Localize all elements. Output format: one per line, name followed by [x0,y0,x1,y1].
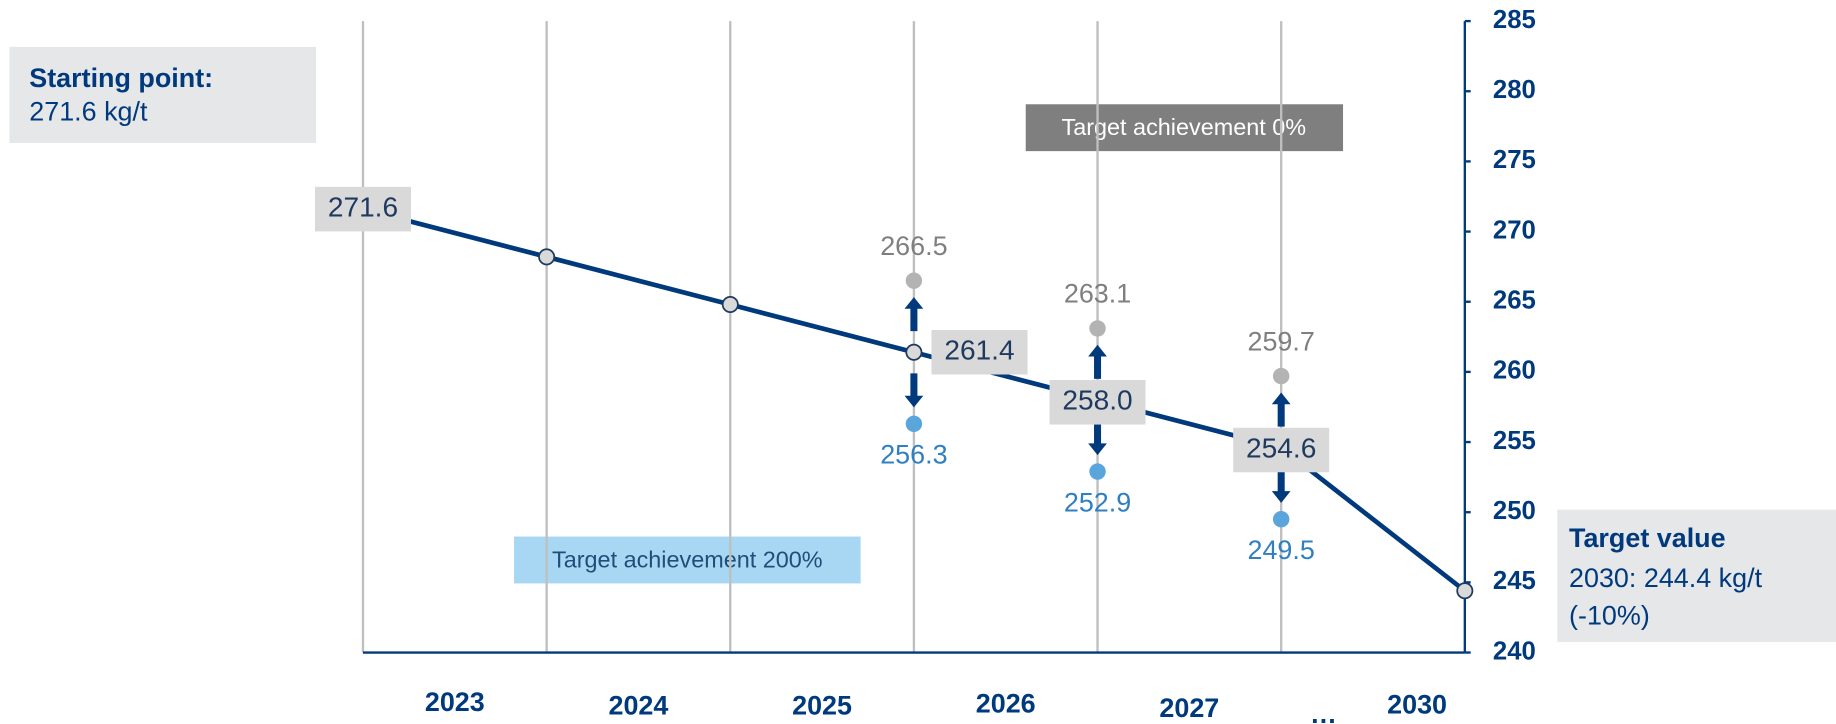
alt-point [1089,463,1106,480]
alt-label: 256.3 [880,440,947,470]
x-tick-label: … [1310,699,1337,724]
value-label-box [1049,380,1146,425]
x-tick-label: 2027 [1159,693,1219,723]
arrow [1088,344,1107,379]
path-point [721,296,739,314]
alt-label: 249.5 [1248,535,1315,565]
alt-label: 266.5 [880,231,947,261]
achievement-200: Target achievement 200% [552,546,823,572]
target-line: (-10%) [1569,600,1650,630]
alt-point [905,272,923,289]
y-tick-label: 275 [1493,146,1536,174]
start-box [9,46,317,143]
y-tick-label: 270 [1493,216,1536,244]
value-label-box [1233,427,1330,473]
alt-point [905,415,923,433]
value-label-box [931,329,1028,375]
path-point [538,248,556,266]
plot: 240 245 250 255 260 265 270 275 280 285 2023 2024 20… [314,6,1536,724]
alt-label: 252.9 [1064,487,1131,517]
x-tick-label: 2026 [976,688,1036,718]
path-point [905,343,923,361]
value-label: 254.6 [1246,432,1316,463]
alt-point [1272,511,1290,528]
arrow [904,297,924,332]
y-tick-label: 265 [1493,287,1536,315]
value-label: 271.6 [328,192,398,223]
arrow [1088,421,1107,456]
alt-label: 259.7 [1248,326,1315,356]
value-label-box [314,186,411,232]
achievement-0: Target achievement 0% [1062,114,1307,140]
alt-point [1089,320,1106,337]
arrow [904,373,924,408]
alt-point [1272,367,1290,385]
arrow [1271,392,1291,427]
y-tick-label: 240 [1493,637,1536,665]
target-line: 2030: 244.4 kg/t [1569,563,1763,593]
path-point [1456,582,1474,600]
achievement-0-box [1025,104,1344,152]
y-tick-label: 260 [1493,357,1536,385]
start-title: Starting point: [29,63,213,93]
x-tick-label: 2025 [792,691,852,721]
y-tick-label: 250 [1493,497,1536,525]
x-tick-label: 2023 [425,687,485,717]
y-tick-label: 285 [1493,6,1536,34]
x-tick-label: 2024 [608,691,668,721]
arrow [1271,468,1291,503]
y-tick-label: 280 [1493,76,1536,104]
y-tick-label: 255 [1493,427,1536,455]
target-box [1557,509,1836,642]
value-label: 258.0 [1062,385,1132,416]
value-label: 261.4 [944,335,1014,366]
y-tick-label: 245 [1493,567,1536,595]
achievement-200-box [514,536,861,584]
start-value: 271.6 kg/t [29,97,148,127]
alt-label: 263.1 [1064,279,1131,309]
x-tick-label: 2030 [1387,690,1447,720]
target-title: Target value [1569,523,1726,553]
